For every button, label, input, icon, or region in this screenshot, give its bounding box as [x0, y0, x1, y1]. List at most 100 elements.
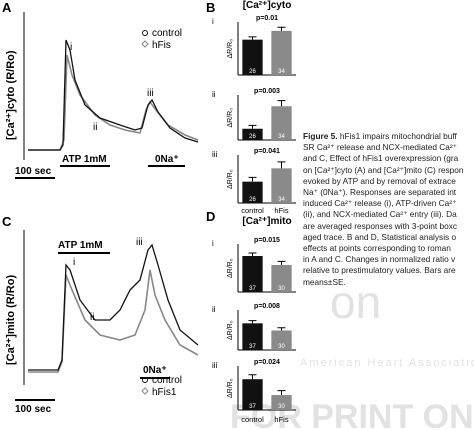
bar	[271, 30, 292, 75]
legend-entry: hFis1	[152, 387, 177, 398]
caption-text: on [Ca²⁺]cyto (A) and [Ca²⁺]mito (C) res…	[303, 164, 464, 175]
caption-text: Na⁺ (0Na⁺). Responses are separated int	[303, 187, 457, 198]
roman-label: ii	[212, 90, 216, 99]
caption-line: in A and C. Changes in normalized ratio …	[303, 254, 474, 265]
error-bar	[277, 260, 286, 265]
stimulus-label: ATP 1mM	[62, 154, 107, 165]
legend-entry: control	[152, 375, 182, 386]
caption-text: induced Ca²⁺ release (i), ATP-driven Ca²…	[303, 198, 457, 209]
p-value: p=0.008	[254, 303, 280, 310]
bar	[242, 181, 263, 203]
caption-line: and C, Effect of hFis1 overexpression (g…	[303, 153, 474, 164]
caption-text: aged trace. B and D, Statistical analysi…	[303, 231, 457, 242]
caption: Figure 5. hFis1 impairs mitochondrial bu…	[303, 131, 474, 288]
error-bar	[277, 100, 286, 107]
error-bar	[248, 124, 257, 129]
n-label: 30	[278, 344, 285, 350]
watermarks: on American Heart Association FOR PRINT …	[230, 276, 474, 430]
scale-label: 100 sec	[15, 166, 52, 177]
caption-text: are averaged responses with 3-point boxc	[303, 220, 458, 231]
y-label: [Ca²⁺]mito (R/Ro)	[5, 275, 17, 365]
n-label: 26	[249, 134, 256, 140]
roman-label: iii	[212, 150, 218, 159]
n-label: 26	[249, 197, 256, 203]
trace	[28, 269, 199, 373]
legend-symbol	[141, 387, 149, 395]
marker: iii	[147, 88, 154, 99]
error-bar	[277, 26, 286, 31]
caption-text: (ii), and NCX-mediated Ca²⁺ entry (iii).…	[303, 209, 457, 220]
panel-label: B	[206, 0, 215, 15]
caption-text: and C, Effect of hFis1 overexpression (g…	[303, 153, 459, 164]
n-label: 26	[249, 69, 256, 75]
y-label: [Ca²⁺]cyto (R/Ro)	[5, 50, 17, 140]
error-bar	[248, 36, 257, 40]
caption-text: evoked by ATP and by removal of extrace	[303, 175, 456, 186]
bar	[271, 106, 292, 140]
roman-label: i	[212, 17, 214, 26]
n-label: 34	[278, 69, 285, 75]
stimulus-label: 0Na⁺	[155, 154, 179, 165]
caption-text: effects at points corresponding to roman	[303, 243, 451, 254]
stimulus-label: 0Na⁺	[143, 365, 167, 376]
p-value: p=0.024	[254, 359, 280, 366]
caption-line: evoked by ATP and by removal of extrace	[303, 176, 474, 187]
bar	[271, 330, 292, 350]
n-label: 34	[278, 134, 285, 140]
legend-symbol	[142, 30, 148, 36]
panel-title: [Ca²⁺]mito	[242, 216, 291, 227]
bar	[271, 168, 292, 203]
axes	[15, 12, 185, 401]
error-bar	[277, 161, 286, 169]
caption-line: induced Ca²⁺ release (i), ATP-driven Ca²…	[303, 198, 474, 209]
caption-text: means±SE.	[303, 276, 346, 287]
watermark: American Heart Association	[300, 357, 474, 369]
marker: i	[70, 42, 72, 53]
x-tick-label: hFis	[274, 206, 288, 215]
caption-text: hFis1 impairs mitochondrial buff	[339, 131, 457, 141]
bar	[271, 265, 292, 292]
caption-line: SR Ca²⁺ release and NCX-mediated Ca²⁺	[303, 142, 474, 153]
error-bar	[277, 390, 286, 396]
panel-a-texts: A [Ca²⁺]cyto (R/Ro) control hFis ATP 1mM…	[2, 0, 182, 415]
caption-text: SR Ca²⁺ release and NCX-mediated Ca²⁺	[303, 142, 458, 153]
marker: iii	[136, 237, 143, 248]
n-label: 37	[249, 286, 256, 292]
p-value: p=0.041	[254, 148, 280, 155]
y-label: ΔR/R₀	[227, 39, 234, 59]
y-label: ΔR/R₀	[227, 378, 234, 398]
trace	[28, 243, 199, 371]
caption-line: Na⁺ (0Na⁺). Responses are separated int	[303, 187, 474, 198]
caption-text: relative to prestimulatory values. Bars …	[303, 265, 456, 276]
bar	[242, 128, 263, 140]
y-label: ΔR/R₀	[227, 320, 234, 340]
x-tick-label: hFis	[274, 415, 288, 424]
bar	[271, 395, 292, 410]
n-label: 34	[278, 197, 285, 203]
caption-line: effects at points corresponding to roman	[303, 243, 474, 254]
x-tick-label: control	[241, 415, 264, 424]
y-label: ΔR/R₀	[227, 108, 234, 128]
p-value: p=0.003	[254, 88, 280, 95]
error-bar	[248, 176, 257, 182]
bar	[242, 39, 263, 75]
legend-symbol	[142, 377, 148, 383]
marker: i	[73, 257, 75, 268]
legend-entry: control	[152, 28, 182, 39]
panel-title: [Ca²⁺]cyto	[243, 0, 292, 11]
caption-text: in A and C. Changes in normalized ratio …	[303, 254, 456, 265]
caption-line: aged trace. B and D, Statistical analysi…	[303, 232, 474, 243]
caption-line: means±SE.	[303, 277, 474, 288]
watermark: on	[330, 276, 381, 328]
caption-label: Figure 5.	[303, 131, 338, 141]
roman-label: ii	[212, 305, 216, 314]
p-value: p=0.01	[256, 15, 278, 22]
error-bar	[277, 327, 286, 331]
bar	[242, 379, 263, 410]
trace-group	[28, 39, 199, 373]
trace	[28, 39, 199, 151]
panel-label: C	[2, 214, 12, 229]
caption-line: on [Ca²⁺]cyto (A) and [Ca²⁺]mito (C) res…	[303, 165, 474, 176]
